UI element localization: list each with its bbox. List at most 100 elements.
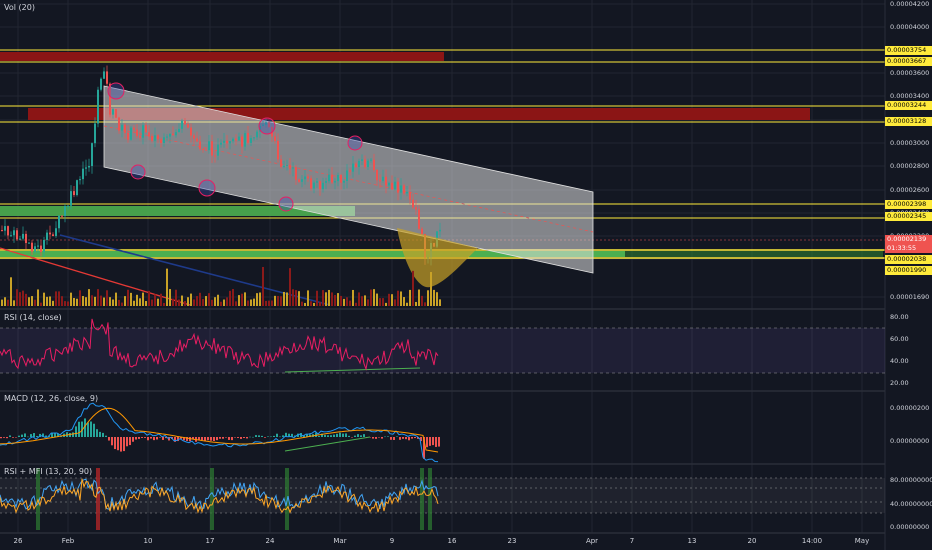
macd-histogram-bar — [96, 429, 98, 437]
macd-histogram-bar — [174, 437, 176, 442]
volume-bar — [235, 301, 237, 306]
rsi-axis-tick: 40.00 — [890, 357, 909, 365]
touch-circle — [278, 196, 294, 212]
candle-body — [355, 163, 357, 167]
rsimfi-band — [0, 478, 885, 513]
macd-histogram-bar — [282, 435, 284, 437]
volume-bar — [340, 295, 342, 306]
macd-histogram-bar — [165, 437, 167, 439]
macd-histogram-bar — [180, 437, 182, 439]
volume-bar — [379, 298, 381, 306]
macd-histogram-bar — [117, 437, 119, 451]
candle-body — [88, 166, 90, 168]
rsi-divergence-line — [284, 367, 421, 373]
candle-body — [340, 174, 342, 183]
volume-bar — [58, 291, 60, 306]
touch-circle — [130, 164, 146, 180]
macd-histogram-bar — [225, 437, 227, 438]
volume-bar — [43, 292, 45, 306]
macd-histogram-bar — [156, 437, 158, 440]
volume-bar — [94, 296, 96, 306]
candle-body — [412, 199, 414, 208]
price-tag: 0.00002038 — [885, 255, 932, 264]
macd-histogram-bar — [393, 437, 395, 440]
volume-bar — [253, 298, 255, 306]
macd-histogram-bar — [276, 433, 278, 437]
candle-body — [382, 176, 384, 181]
candle-body — [160, 139, 162, 143]
time-axis-tick: Apr — [585, 537, 599, 545]
rsimfi-axis-tick: 80.00000000 — [890, 476, 932, 484]
volume-bar — [283, 291, 285, 306]
candle-body — [343, 180, 345, 183]
volume-bar — [352, 289, 354, 306]
macd-histogram-bar — [345, 433, 347, 437]
candle-body — [370, 159, 372, 161]
macd-histogram-bar — [303, 435, 305, 437]
candle-body — [406, 191, 408, 194]
candle-body — [232, 138, 234, 142]
price-tag: 01:33:55 — [885, 244, 932, 253]
volume-bar — [328, 289, 330, 306]
macd-histogram-bar — [54, 432, 56, 437]
candle-body — [178, 128, 180, 133]
volume-bar — [22, 290, 24, 306]
candle-body — [181, 120, 183, 129]
macd-axis-tick: 0.00000200 — [890, 404, 930, 412]
rsi-mfi-line-orange — [0, 478, 439, 514]
macd-histogram-bar — [183, 437, 185, 441]
macd-histogram-bar — [240, 437, 242, 439]
price-tag: 0.00002139 — [885, 235, 932, 244]
candle-body — [169, 133, 171, 137]
macd-histogram-bar — [285, 432, 287, 437]
macd-histogram-bar — [78, 421, 80, 437]
candle-body — [34, 246, 36, 252]
candle-body — [268, 122, 270, 128]
candle-body — [43, 240, 45, 252]
candle-body — [316, 181, 318, 183]
candle-body — [307, 176, 309, 179]
macd-line — [0, 402, 439, 463]
macd-histogram-bar — [123, 437, 125, 452]
volume-bar — [52, 300, 54, 306]
macd-histogram-bar — [186, 437, 188, 441]
macd-histogram-bar — [363, 434, 365, 437]
macd-histogram-bar — [222, 437, 224, 439]
volume-bar — [100, 295, 102, 306]
volume-bar — [187, 297, 189, 306]
volume-bar — [412, 270, 414, 306]
candle-body — [40, 245, 42, 252]
rsi-band — [0, 328, 885, 373]
candle-body — [214, 155, 216, 157]
macd-histogram-bar — [87, 422, 89, 437]
macd-histogram-bar — [315, 432, 317, 437]
volume-bar — [106, 290, 108, 306]
candle-body — [109, 83, 111, 115]
macd-histogram-bar — [261, 435, 263, 437]
rsi-axis-tick: 20.00 — [890, 379, 909, 387]
time-axis-tick: May — [854, 537, 870, 545]
volume-bar — [250, 299, 252, 306]
volume-bar — [103, 297, 105, 306]
touch-circle — [198, 179, 216, 197]
macd-histogram-bar — [381, 437, 383, 439]
macd-histogram-bar — [75, 426, 77, 437]
volume-bar — [208, 293, 210, 306]
candle-body — [28, 242, 30, 244]
volume-bar — [331, 292, 333, 306]
volume-bar — [67, 301, 69, 306]
volume-bar — [349, 300, 351, 306]
macd-histogram-bar — [24, 433, 26, 437]
volume-bar — [415, 301, 417, 306]
candle-body — [202, 148, 204, 150]
macd-histogram-bar — [168, 437, 170, 441]
candle-body — [163, 137, 165, 143]
candle-body — [136, 129, 138, 137]
volume-bar — [355, 302, 357, 306]
price-tag: 0.00003667 — [885, 57, 932, 66]
volume-bar — [436, 292, 438, 306]
volume-bar — [196, 296, 198, 306]
volume-bar — [268, 300, 270, 306]
macd-histogram — [0, 418, 440, 459]
